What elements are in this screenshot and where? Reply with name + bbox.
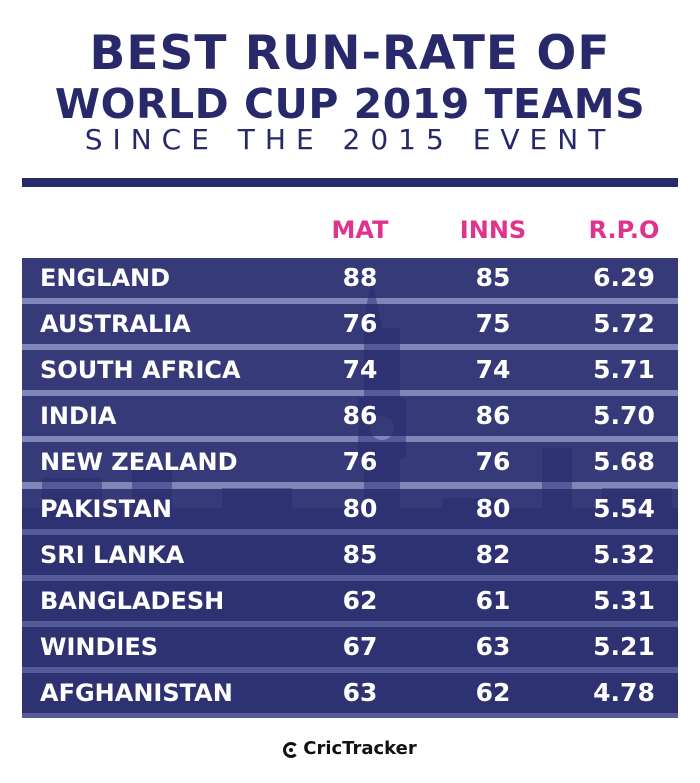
team-name: SOUTH AFRICA <box>40 356 241 385</box>
matches-value: 80 <box>342 493 378 523</box>
title-divider <box>22 178 678 187</box>
matches-value: 62 <box>342 585 378 615</box>
column-header-inns: INNS <box>459 216 527 244</box>
matches-value: 67 <box>342 631 378 661</box>
runs-per-over-value: 5.71 <box>593 355 655 385</box>
innings-value: 86 <box>475 401 511 431</box>
team-name: BANGLADESH <box>40 586 225 615</box>
innings-value: 82 <box>475 539 511 569</box>
matches-value: 76 <box>342 447 378 477</box>
table-row: AUSTRALIA 76 75 5.72 <box>22 304 678 345</box>
innings-value: 63 <box>475 631 511 661</box>
innings-value: 85 <box>475 263 511 292</box>
runs-per-over-value: 5.21 <box>593 631 655 661</box>
table-row: INDIA 86 86 5.70 <box>22 396 678 437</box>
innings-value: 80 <box>475 493 511 523</box>
team-name: AUSTRALIA <box>40 310 191 339</box>
runs-per-over-value: 5.72 <box>593 309 655 339</box>
team-name: PAKISTAN <box>40 494 172 523</box>
team-name: NEW ZEALAND <box>40 448 238 477</box>
brand-footer: CricTracker <box>0 738 700 760</box>
innings-value: 62 <box>475 677 511 707</box>
innings-value: 61 <box>475 585 511 615</box>
runs-per-over-value: 4.78 <box>593 677 655 707</box>
table-row: BANGLADESH 62 61 5.31 <box>22 580 678 621</box>
team-name: INDIA <box>40 402 117 431</box>
table-row: WINDIES 67 63 5.21 <box>22 626 678 667</box>
team-name: AFGHANISTAN <box>40 678 233 707</box>
column-header-rpo: R.P.O <box>588 216 660 244</box>
innings-value: 76 <box>475 447 511 477</box>
table-row: AFGHANISTAN 63 62 4.78 <box>22 672 678 713</box>
subtitle: SINCE THE 2015 EVENT <box>84 123 616 156</box>
runs-per-over-value: 5.54 <box>593 493 655 523</box>
innings-value: 75 <box>475 309 511 339</box>
column-header-mat: MAT <box>331 216 389 244</box>
innings-value: 74 <box>475 355 511 385</box>
brand-name: CricTracker <box>303 738 417 759</box>
team-name: SRI LANKA <box>40 540 185 569</box>
team-name: WINDIES <box>40 632 159 661</box>
matches-value: 63 <box>342 677 378 707</box>
runs-per-over-value: 5.70 <box>593 401 655 431</box>
table-row: PAKISTAN 80 80 5.54 <box>22 488 678 529</box>
runs-per-over-value: 5.32 <box>593 539 655 569</box>
table-row: SRI LANKA 85 82 5.32 <box>22 534 678 575</box>
runs-per-over-value: 5.68 <box>593 447 655 477</box>
matches-value: 76 <box>342 309 378 339</box>
matches-value: 88 <box>342 263 378 292</box>
title-line-1: BEST RUN-RATE OF <box>89 26 611 81</box>
matches-value: 86 <box>342 401 378 431</box>
runs-per-over-value: 5.31 <box>593 585 655 615</box>
title-line-2: WORLD CUP 2019 TEAMS <box>54 80 646 128</box>
team-name: ENGLAND <box>40 264 171 292</box>
table-row: SOUTH AFRICA 74 74 5.71 <box>22 350 678 391</box>
table-row: NEW ZEALAND 76 76 5.68 <box>22 442 678 483</box>
runs-per-over-value: 6.29 <box>593 263 655 292</box>
matches-value: 85 <box>342 539 378 569</box>
table-row: ENGLAND 88 85 6.29 <box>22 258 678 298</box>
matches-value: 74 <box>342 355 378 385</box>
crictracker-logo-icon <box>283 742 300 758</box>
table-area: ENGLAND 88 85 6.29 AUSTRALIA 76 75 5.72 SOUTH AF… <box>22 258 678 718</box>
